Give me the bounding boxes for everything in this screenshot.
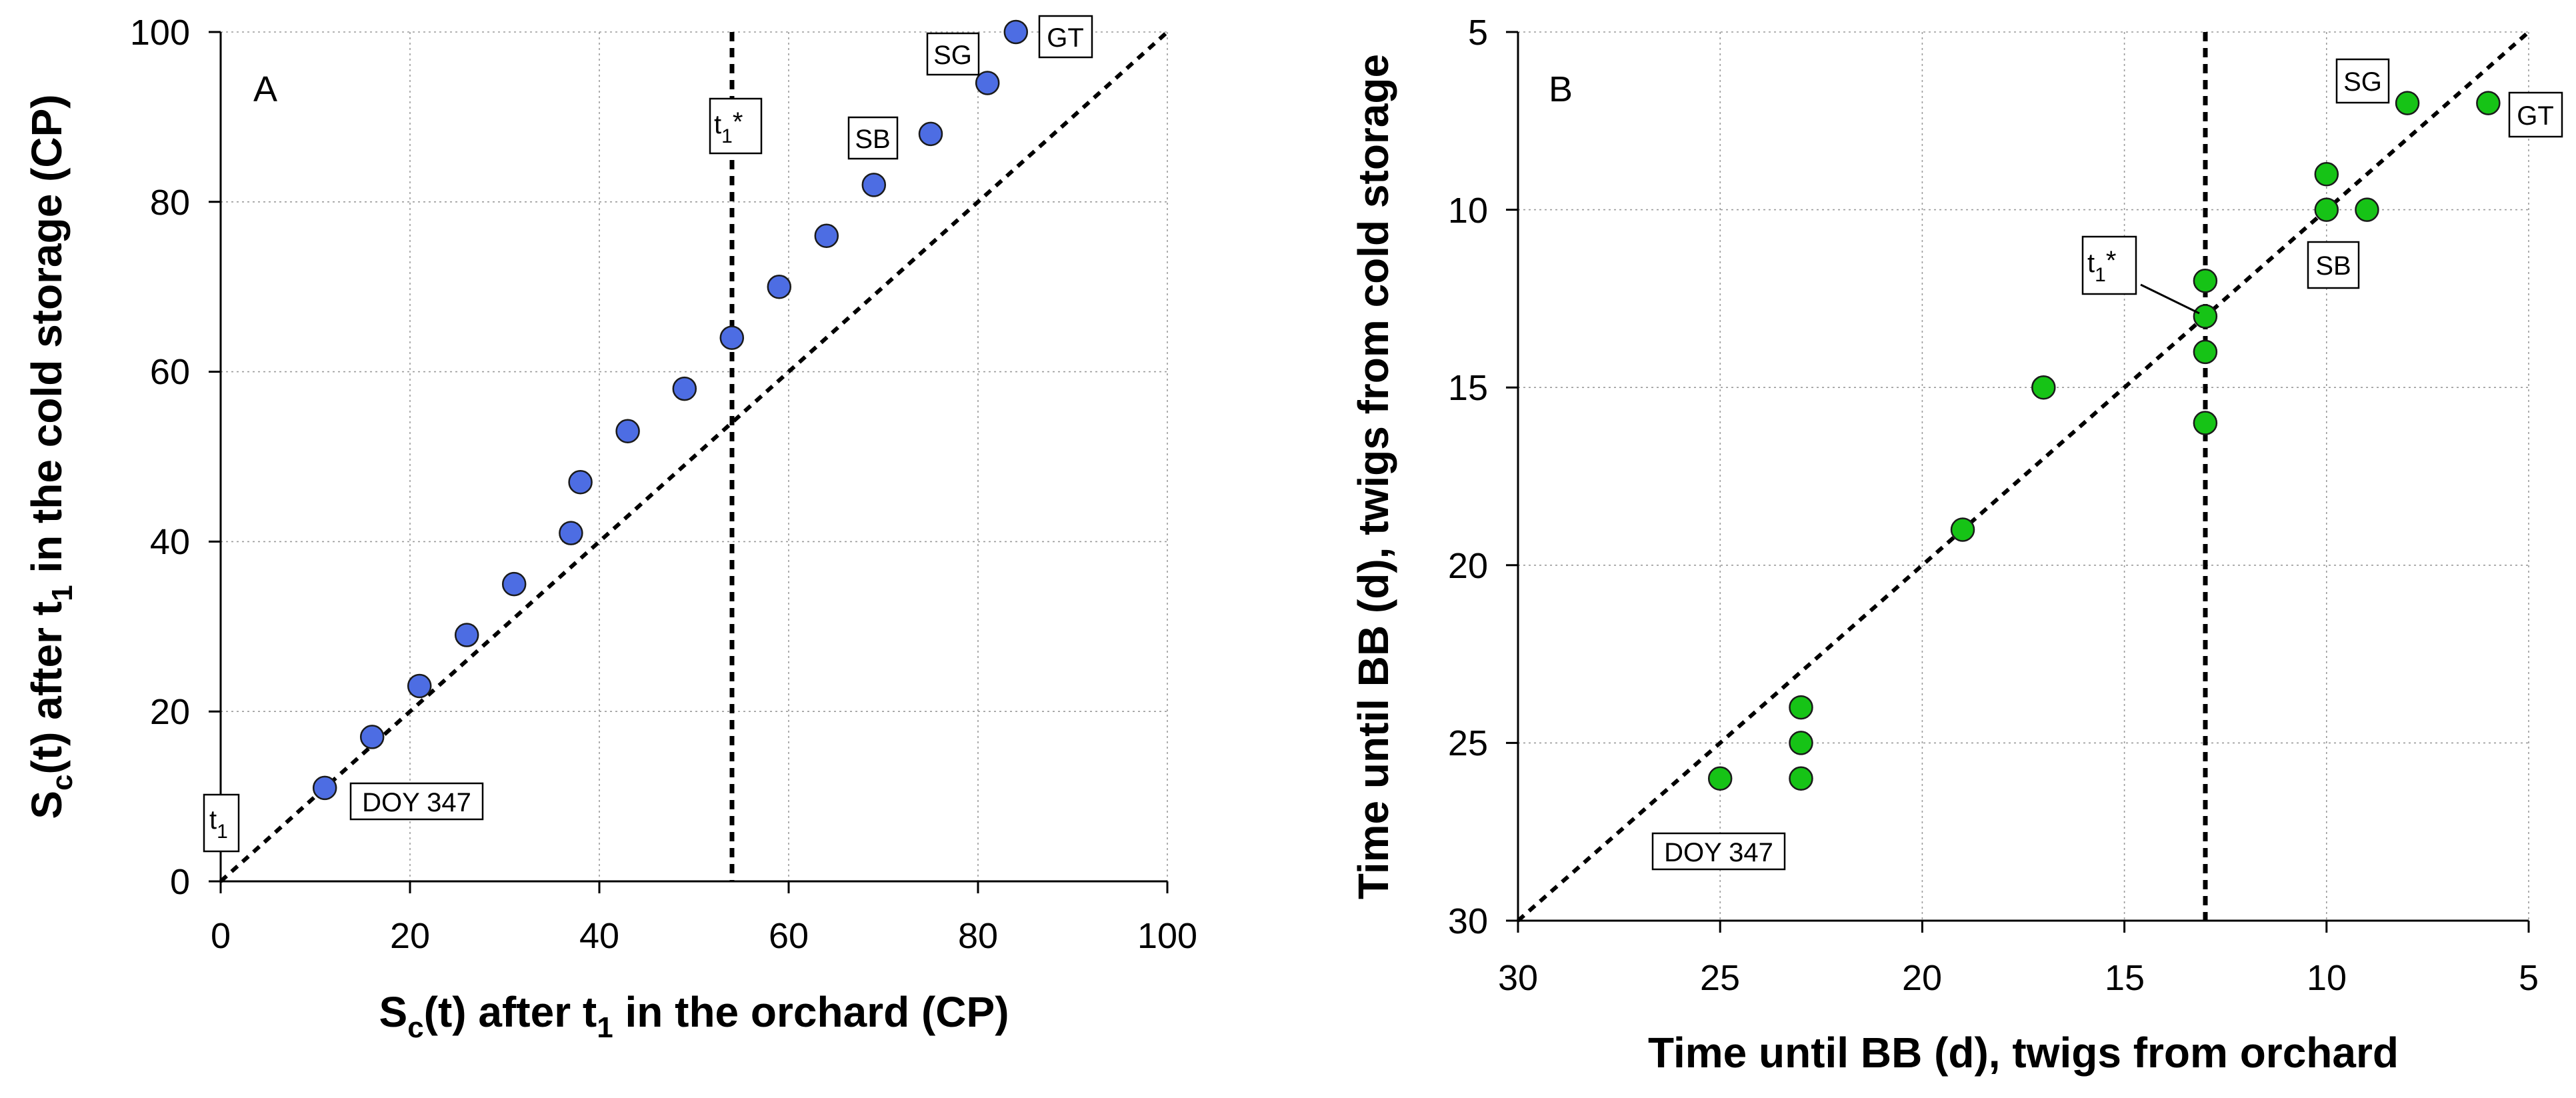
panel-b-letter: B (1549, 69, 1573, 109)
svg-text:SG: SG (2343, 67, 2382, 97)
panel-b-y-tick-label: 30 (1448, 901, 1488, 941)
svg-text:t1*: t1* (2087, 246, 2116, 286)
panel-b-y-tick-label: 5 (1468, 13, 1488, 53)
panel-a-data-point (861, 173, 887, 197)
panel-a-data-point (767, 274, 792, 299)
panel-a-y-tick-label: 100 (130, 13, 190, 53)
panel-a-x-tick-label: 60 (769, 916, 809, 956)
svg-text:GT: GT (2517, 101, 2554, 131)
annotation-gt: GT (1038, 15, 1093, 59)
svg-text:DOY 347: DOY 347 (362, 788, 471, 817)
panel-b-data-point (1789, 766, 1813, 791)
panel-a-data-point (918, 121, 943, 147)
panel-b: 30 25 20 15 10 5 5 10 15 20 25 30 Time u… (1349, 13, 2563, 1077)
panel-b-data-point (2355, 197, 2379, 222)
panel-b-data-point (2395, 91, 2420, 115)
panel-a-data-point (814, 223, 839, 249)
panel-a-data-point (719, 325, 745, 350)
panel-a-x-tick-label: 80 (958, 916, 998, 956)
annotation-gt: GT (2508, 91, 2563, 138)
panel-b-x-axis-label: Time until BB (d), twigs from orchard (1648, 1029, 2399, 1077)
panel-b-one-to-one-line (1517, 30, 2530, 923)
panel-a-data-point (672, 376, 697, 401)
svg-text:SB: SB (855, 125, 890, 154)
panel-b-x-tick-label: 25 (1700, 958, 1740, 998)
panel-a-y-tick-label: 40 (150, 522, 190, 562)
annotation-sg: SG (926, 32, 980, 76)
panel-b-data-point (2476, 91, 2501, 115)
panel-a-data-point (559, 521, 583, 545)
panel-b-data-point (1950, 517, 1975, 542)
panel-a-x-tick-label: 20 (390, 916, 430, 956)
panel-b-data-point (1789, 695, 1813, 720)
annotation-sg: SG (2335, 58, 2390, 104)
panel-b-y-axis-label: Time until BB (d), twigs from cold stora… (1349, 54, 1397, 899)
annotation-t1-star: t1* (709, 97, 763, 155)
annotation-doy-347: DOY 347 (349, 782, 484, 821)
annotation-sb: SB (2307, 241, 2360, 289)
svg-text:SB: SB (2315, 251, 2351, 281)
panel-a-x-tick-label: 100 (1137, 916, 1197, 956)
panel-a-y-tick-label: 0 (170, 862, 190, 902)
panel-b-ticks (1506, 31, 2530, 933)
panel-b-data-point (2314, 197, 2339, 222)
annotation-t1: t1 (203, 793, 240, 853)
svg-text:t1: t1 (209, 805, 228, 843)
panel-a-data-point (615, 419, 640, 444)
panel-a-x-tick-label: 40 (579, 916, 619, 956)
panel-a-data-point (975, 71, 1000, 95)
panel-a-data-point (407, 673, 432, 699)
panel-b-data-point (2193, 268, 2218, 293)
panel-b-x-tick-label: 5 (2519, 958, 2539, 998)
svg-text:t1*: t1* (714, 107, 743, 147)
panel-b-y-tick-label: 20 (1448, 546, 1488, 586)
panel-b-grid (1517, 31, 2529, 921)
panel-a-y-axis-label: Sc(t) after t1 in the cold storage (CP) (23, 94, 79, 819)
panel-a: 0 20 40 60 80 100 0 20 40 60 80 100 Sc(t… (23, 13, 1197, 1044)
panel-a-data-point (454, 623, 479, 647)
panel-a-one-to-one-line (219, 30, 1169, 883)
panel-a-points (312, 19, 1029, 801)
panel-a-x-tick-label: 0 (211, 916, 231, 956)
panel-b-data-point (2193, 304, 2218, 329)
panel-a-x-axis-label: Sc(t) after t1 in the orchard (CP) (379, 988, 1009, 1044)
panel-b-data-point (2193, 411, 2218, 435)
t1-star-leader-line (2140, 283, 2200, 315)
panel-b-x-tick-label: 10 (2307, 958, 2347, 998)
panel-b-y-tick-label: 15 (1448, 368, 1488, 408)
panel-a-y-tick-label: 60 (150, 352, 190, 392)
svg-text:SG: SG (933, 41, 972, 70)
panel-b-data-point (2193, 339, 2218, 365)
panel-b-x-tick-label: 15 (2105, 958, 2145, 998)
panel-a-data-point (1003, 19, 1029, 45)
panel-b-data-point (2031, 375, 2056, 400)
annotation-sb: SB (847, 116, 899, 160)
panel-a-data-point (359, 725, 385, 749)
panel-b-y-tick-label: 10 (1448, 191, 1488, 231)
panel-a-y-tick-label: 80 (150, 183, 190, 223)
panel-a-data-point (501, 571, 527, 597)
svg-text:GT: GT (1047, 23, 1084, 53)
annotation-doy-347: DOY 347 (1651, 832, 1786, 871)
panel-b-x-tick-label: 30 (1498, 958, 1538, 998)
panel-b-data-point (2314, 162, 2339, 187)
panel-b-x-tick-label: 20 (1902, 958, 1942, 998)
annotation-t1-star: t1* (2081, 235, 2200, 315)
panel-b-points (1707, 91, 2501, 791)
panel-b-data-point (1789, 731, 1813, 755)
panel-a-y-tick-label: 20 (150, 692, 190, 732)
panel-a-data-point (312, 775, 337, 801)
svg-text:DOY 347: DOY 347 (1664, 838, 1773, 867)
panel-b-data-point (1707, 766, 1733, 791)
panel-a-data-point (568, 469, 593, 495)
panel-b-y-tick-label: 25 (1448, 723, 1488, 763)
panel-a-letter: A (253, 69, 277, 109)
panel-a-ticks (209, 31, 1169, 893)
